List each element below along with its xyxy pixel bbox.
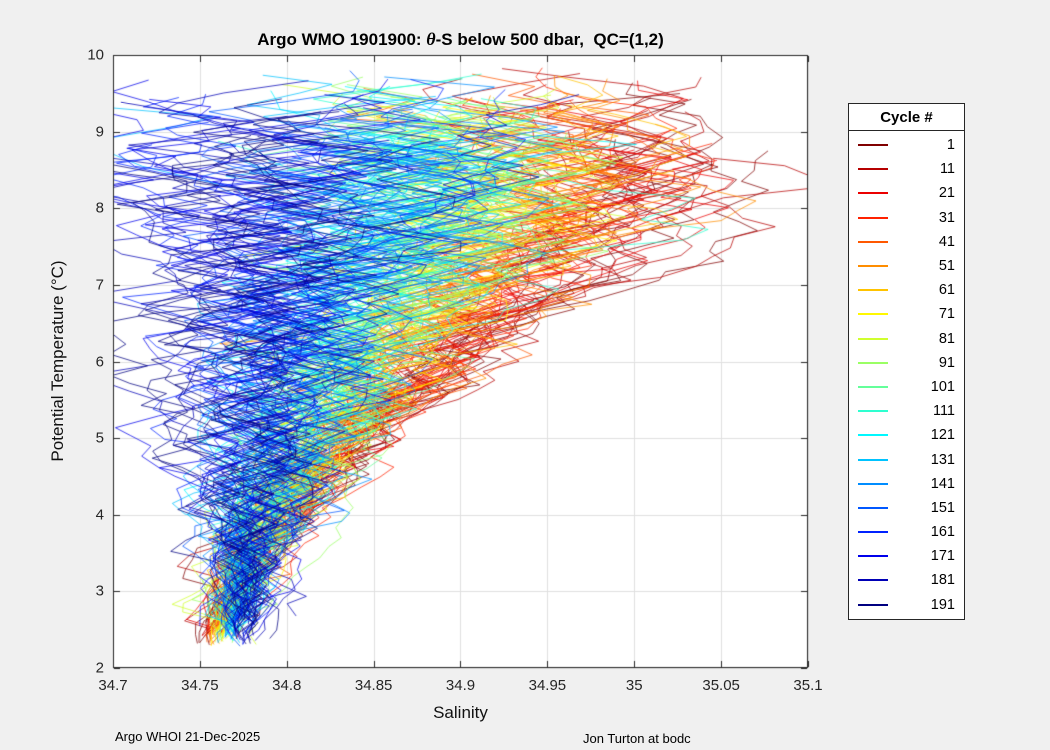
legend-entry: 31 (849, 210, 964, 226)
legend-entry: 1 (849, 137, 964, 153)
chart-title-suffix: -S below 500 dbar, QC=(1,2) (435, 30, 664, 49)
legend-line-sample (858, 289, 888, 292)
legend-entry-label: 41 (938, 233, 955, 250)
x-tick-label: 35.1 (793, 677, 823, 694)
legend-entry: 81 (849, 331, 964, 347)
chart-title-prefix: Argo WMO 1901900: (257, 30, 427, 49)
legend-entry-label: 71 (938, 306, 955, 323)
legend-entry: 171 (849, 548, 964, 564)
legend-entry-label: 101 (930, 378, 955, 395)
legend-line-sample (858, 555, 888, 558)
legend-line-sample (858, 216, 888, 219)
y-tick-label: 9 (95, 123, 104, 141)
legend-entry: 191 (849, 597, 964, 613)
legend-line-sample (858, 385, 888, 388)
legend-entry-label: 51 (938, 258, 955, 275)
legend-line-sample (858, 410, 888, 413)
legend-entry: 61 (849, 282, 964, 298)
legend-entry: 71 (849, 306, 964, 322)
legend-entry-label: 131 (930, 451, 955, 468)
y-tick-label: 3 (95, 582, 104, 600)
legend-entry-label: 91 (938, 354, 955, 371)
credit-right: Jon Turton at bodc (583, 731, 691, 746)
legend-entry-label: 111 (932, 403, 955, 420)
legend-entry-label: 81 (938, 330, 955, 347)
legend-entry: 91 (849, 355, 964, 371)
legend-entry-label: 121 (930, 427, 955, 444)
legend-line-sample (858, 313, 888, 316)
legend-entry: 151 (849, 500, 964, 516)
legend-entry: 11 (849, 161, 964, 177)
x-tick-label: 35 (625, 677, 643, 694)
credit-left: Argo WHOI 21-Dec-2025 (115, 729, 261, 744)
legend-entry: 141 (849, 476, 964, 492)
legend-entry-label: 11 (939, 161, 955, 178)
legend-line-sample (858, 531, 888, 534)
legend-line-sample (858, 458, 888, 461)
y-tick-label: 4 (95, 506, 104, 524)
y-tick-label: 8 (95, 199, 104, 217)
x-tick-label: 34.75 (181, 677, 219, 694)
legend-line-sample (858, 265, 888, 268)
legend-entry: 131 (849, 452, 964, 468)
legend-entry-label: 21 (938, 185, 955, 202)
legend-line-sample (858, 168, 888, 171)
legend-entry: 21 (849, 185, 964, 201)
chart-title: Argo WMO 1901900: θ-S below 500 dbar, QC… (113, 29, 808, 50)
x-tick-label: 34.85 (354, 677, 393, 694)
legend-entry: 51 (849, 258, 964, 274)
x-tick-label: 34.7 (98, 677, 128, 694)
y-tick-label: 7 (95, 276, 104, 294)
legend-entry: 111 (849, 403, 964, 419)
legend-line-sample (858, 144, 888, 147)
x-axis-label: Salinity (433, 703, 488, 722)
legend-title: Cycle # (849, 104, 964, 131)
legend-entry-label: 191 (930, 596, 955, 613)
legend-entry-label: 161 (930, 524, 955, 541)
legend-entry-label: 151 (930, 499, 955, 516)
x-tick-label: 34.9 (445, 677, 476, 694)
legend-line-sample (858, 434, 888, 437)
legend-line-sample (858, 240, 888, 243)
legend-entry-label: 31 (938, 209, 955, 226)
legend-entry: 121 (849, 427, 964, 443)
y-tick-label: 10 (87, 46, 104, 64)
y-tick-label: 2 (95, 659, 104, 677)
legend-line-sample (858, 482, 888, 485)
legend-line-sample (858, 506, 888, 509)
y-axis-label: Potential Temperature (°C) (48, 260, 67, 462)
x-tick-label: 34.95 (528, 677, 567, 694)
legend-entries: 1 11 21 31 41 51 61 71 81 91 101 111 121 131 141 151 161… (849, 131, 964, 619)
legend-entry-label: 181 (930, 572, 955, 589)
legend-line-sample (858, 603, 888, 606)
legend-entry: 101 (849, 379, 964, 395)
x-tick-label: 34.8 (272, 677, 302, 694)
legend-entry: 161 (849, 524, 964, 540)
legend-entry-label: 141 (930, 475, 955, 492)
legend-line-sample (858, 337, 888, 340)
y-tick-label: 5 (95, 429, 104, 447)
legend-line-sample (858, 192, 888, 195)
legend-line-sample (858, 579, 888, 582)
y-tick-label: 6 (95, 353, 104, 370)
legend-entry-label: 171 (930, 548, 955, 565)
legend: Cycle # 1 11 21 31 41 51 61 71 81 91 101 111 121 131 1… (848, 103, 965, 620)
legend-entry-label: 61 (938, 282, 955, 299)
legend-entry: 41 (849, 234, 964, 250)
legend-line-sample (858, 361, 888, 364)
legend-entry: 181 (849, 572, 964, 588)
x-tick-label: 35.05 (702, 677, 740, 694)
legend-entry-label: 1 (946, 137, 955, 154)
chart-title-theta: θ (426, 29, 436, 49)
